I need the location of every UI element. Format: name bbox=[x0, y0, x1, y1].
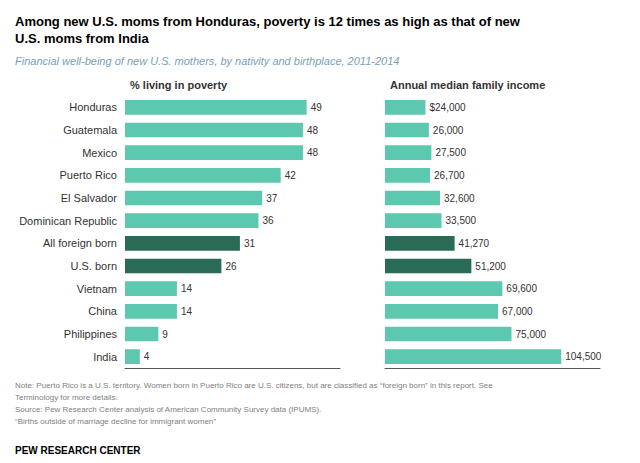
svg-text:Source: Pew Research Center an: Source: Pew Research Center analysis of … bbox=[15, 405, 321, 414]
svg-text:31: 31 bbox=[244, 238, 256, 249]
svg-text:51,200: 51,200 bbox=[475, 261, 506, 272]
svg-text:33,500: 33,500 bbox=[445, 215, 476, 226]
svg-text:69,600: 69,600 bbox=[506, 283, 537, 294]
svg-text:Honduras: Honduras bbox=[69, 101, 117, 113]
svg-text:Vietnam: Vietnam bbox=[77, 283, 117, 295]
svg-text:$24,000: $24,000 bbox=[429, 102, 466, 113]
svg-text:41,270: 41,270 bbox=[459, 238, 490, 249]
svg-text:All foreign born: All foreign born bbox=[43, 237, 117, 249]
svg-text:El Salvador: El Salvador bbox=[61, 192, 118, 204]
svg-text:14: 14 bbox=[181, 306, 193, 317]
svg-text:14: 14 bbox=[181, 283, 193, 294]
svg-text:49: 49 bbox=[311, 102, 323, 113]
svg-text:36: 36 bbox=[262, 215, 274, 226]
svg-text:Annual median family income: Annual median family income bbox=[390, 79, 545, 91]
svg-text:Note: Puerto Rico is a U.S. te: Note: Puerto Rico is a U.S. territory. W… bbox=[15, 381, 493, 390]
svg-text:% living in poverty: % living in poverty bbox=[130, 79, 228, 91]
svg-text:27,500: 27,500 bbox=[435, 147, 466, 158]
svg-text:26: 26 bbox=[225, 261, 237, 272]
svg-text:“Births outside of marriage de: “Births outside of marriage decline for … bbox=[15, 417, 216, 426]
svg-text:48: 48 bbox=[307, 125, 319, 136]
svg-text:China: China bbox=[88, 305, 118, 317]
svg-text:37: 37 bbox=[266, 193, 278, 204]
svg-text:26,700: 26,700 bbox=[434, 170, 465, 181]
svg-text:Guatemala: Guatemala bbox=[63, 124, 118, 136]
svg-text:Financial well-being of new U.: Financial well-being of new U.S. mothers… bbox=[15, 55, 399, 67]
svg-text:U.S. born: U.S. born bbox=[71, 260, 117, 272]
svg-text:26,000: 26,000 bbox=[433, 125, 464, 136]
svg-text:32,600: 32,600 bbox=[444, 193, 475, 204]
svg-text:67,000: 67,000 bbox=[502, 306, 533, 317]
svg-text:48: 48 bbox=[307, 147, 319, 158]
svg-text:Among new U.S. moms from Hondu: Among new U.S. moms from Honduras, pover… bbox=[15, 14, 521, 29]
svg-text:9: 9 bbox=[162, 329, 168, 340]
svg-text:PEW RESEARCH CENTER: PEW RESEARCH CENTER bbox=[15, 445, 141, 456]
svg-text:Philippines: Philippines bbox=[64, 328, 118, 340]
svg-text:104,500: 104,500 bbox=[565, 351, 602, 362]
svg-text:4: 4 bbox=[144, 351, 150, 362]
svg-text:Puerto Rico: Puerto Rico bbox=[60, 169, 117, 181]
svg-text:75,000: 75,000 bbox=[515, 329, 546, 340]
svg-text:U.S. moms from India: U.S. moms from India bbox=[15, 31, 149, 46]
svg-text:Mexico: Mexico bbox=[82, 147, 117, 159]
svg-text:42: 42 bbox=[285, 170, 297, 181]
svg-text:Terminology for more details.: Terminology for more details. bbox=[15, 393, 118, 402]
svg-text:India: India bbox=[93, 351, 118, 363]
svg-text:Dominican Republic: Dominican Republic bbox=[19, 215, 117, 227]
